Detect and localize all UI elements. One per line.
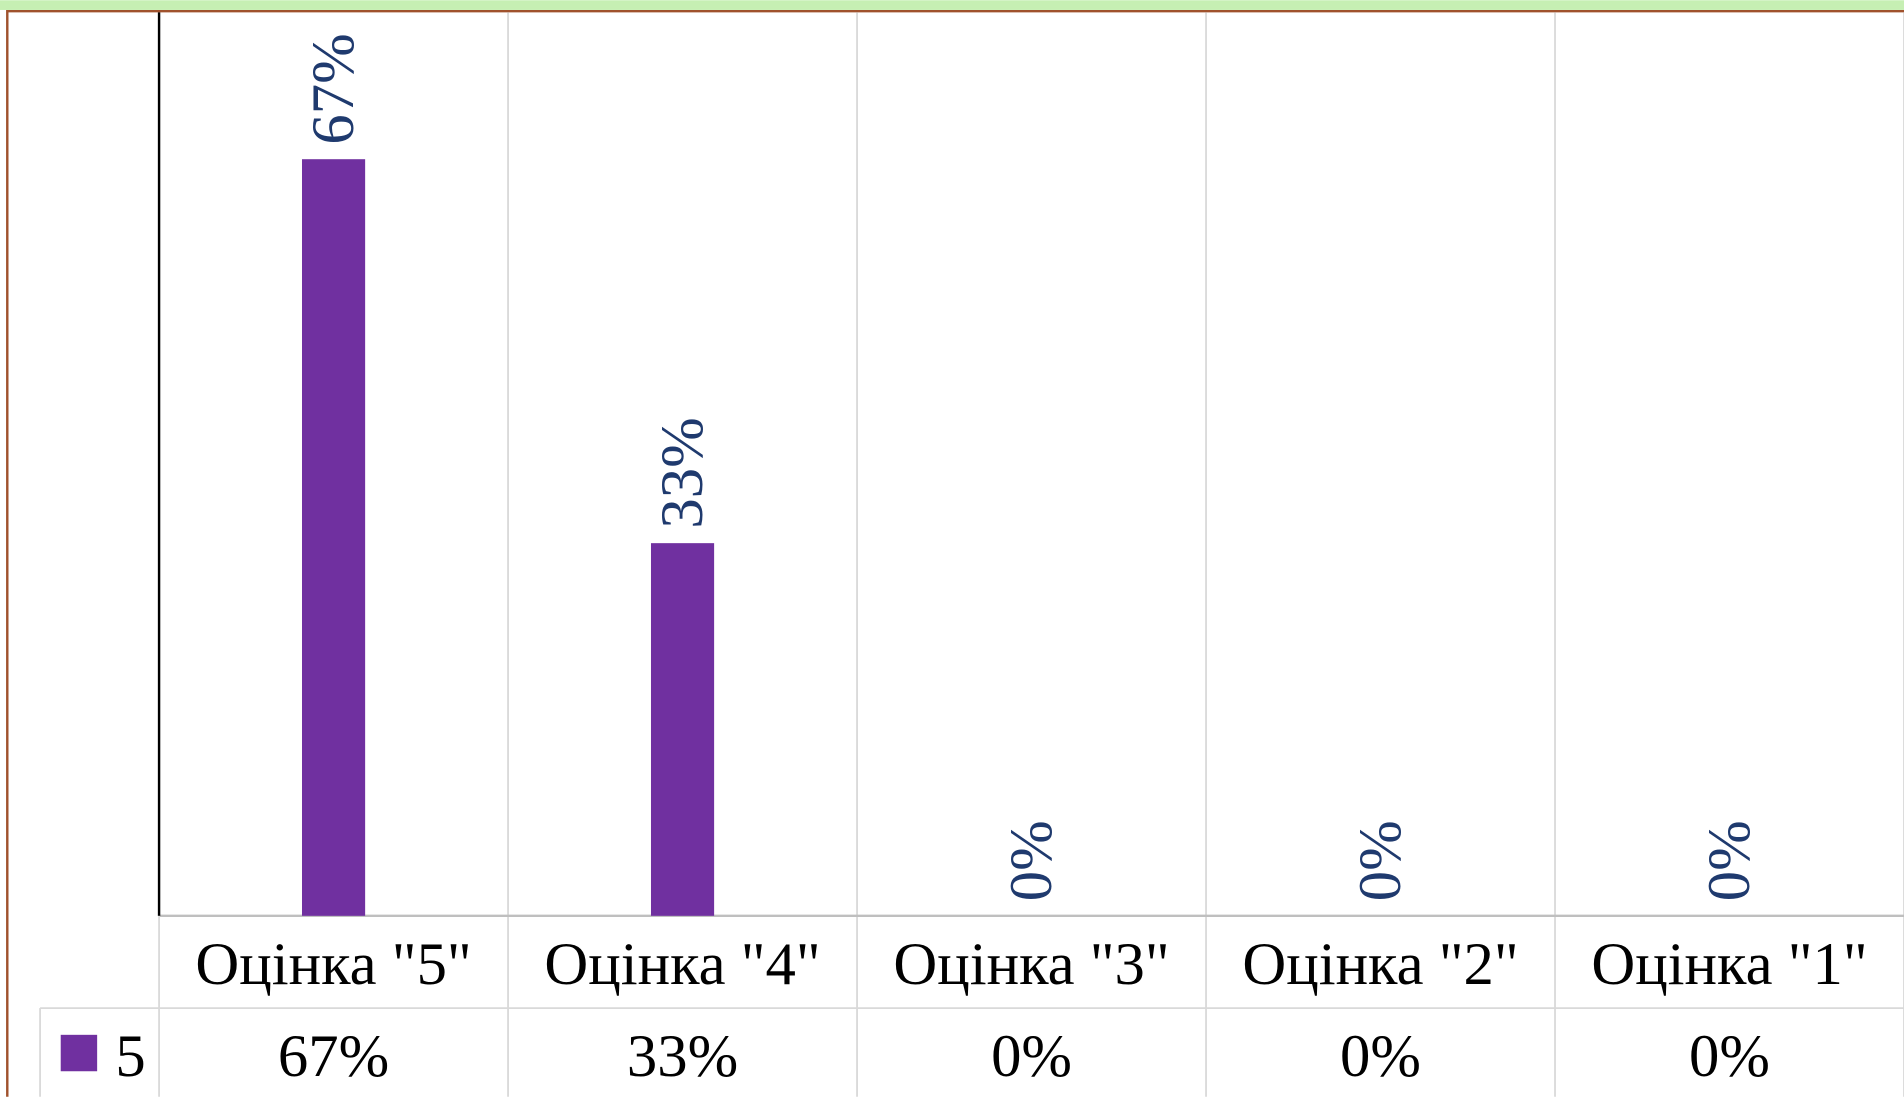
data-label: 33%: [649, 417, 716, 528]
table-value: 0%: [991, 1023, 1072, 1090]
x-tick-label: Оцінка "4": [544, 931, 820, 998]
x-tick-label: Оцінка "1": [1591, 931, 1867, 998]
top-border: [0, 0, 1904, 10]
data-label: 0%: [998, 820, 1065, 901]
table-value: 67%: [278, 1023, 389, 1090]
data-label: 0%: [1347, 820, 1414, 901]
bar: [650, 543, 715, 916]
data-label: 67%: [300, 33, 367, 144]
table-value: 0%: [1340, 1023, 1421, 1090]
table-value: 33%: [627, 1023, 738, 1090]
legend-swatch: [60, 1034, 98, 1072]
data-label: 0%: [1696, 820, 1763, 901]
bar: [301, 159, 366, 916]
x-tick-label: Оцінка "5": [195, 931, 471, 998]
legend-label: 5: [115, 1023, 145, 1090]
x-tick-label: Оцінка "2": [1242, 931, 1518, 998]
table-value: 0%: [1689, 1023, 1770, 1090]
x-tick-label: Оцінка "3": [893, 931, 1169, 998]
